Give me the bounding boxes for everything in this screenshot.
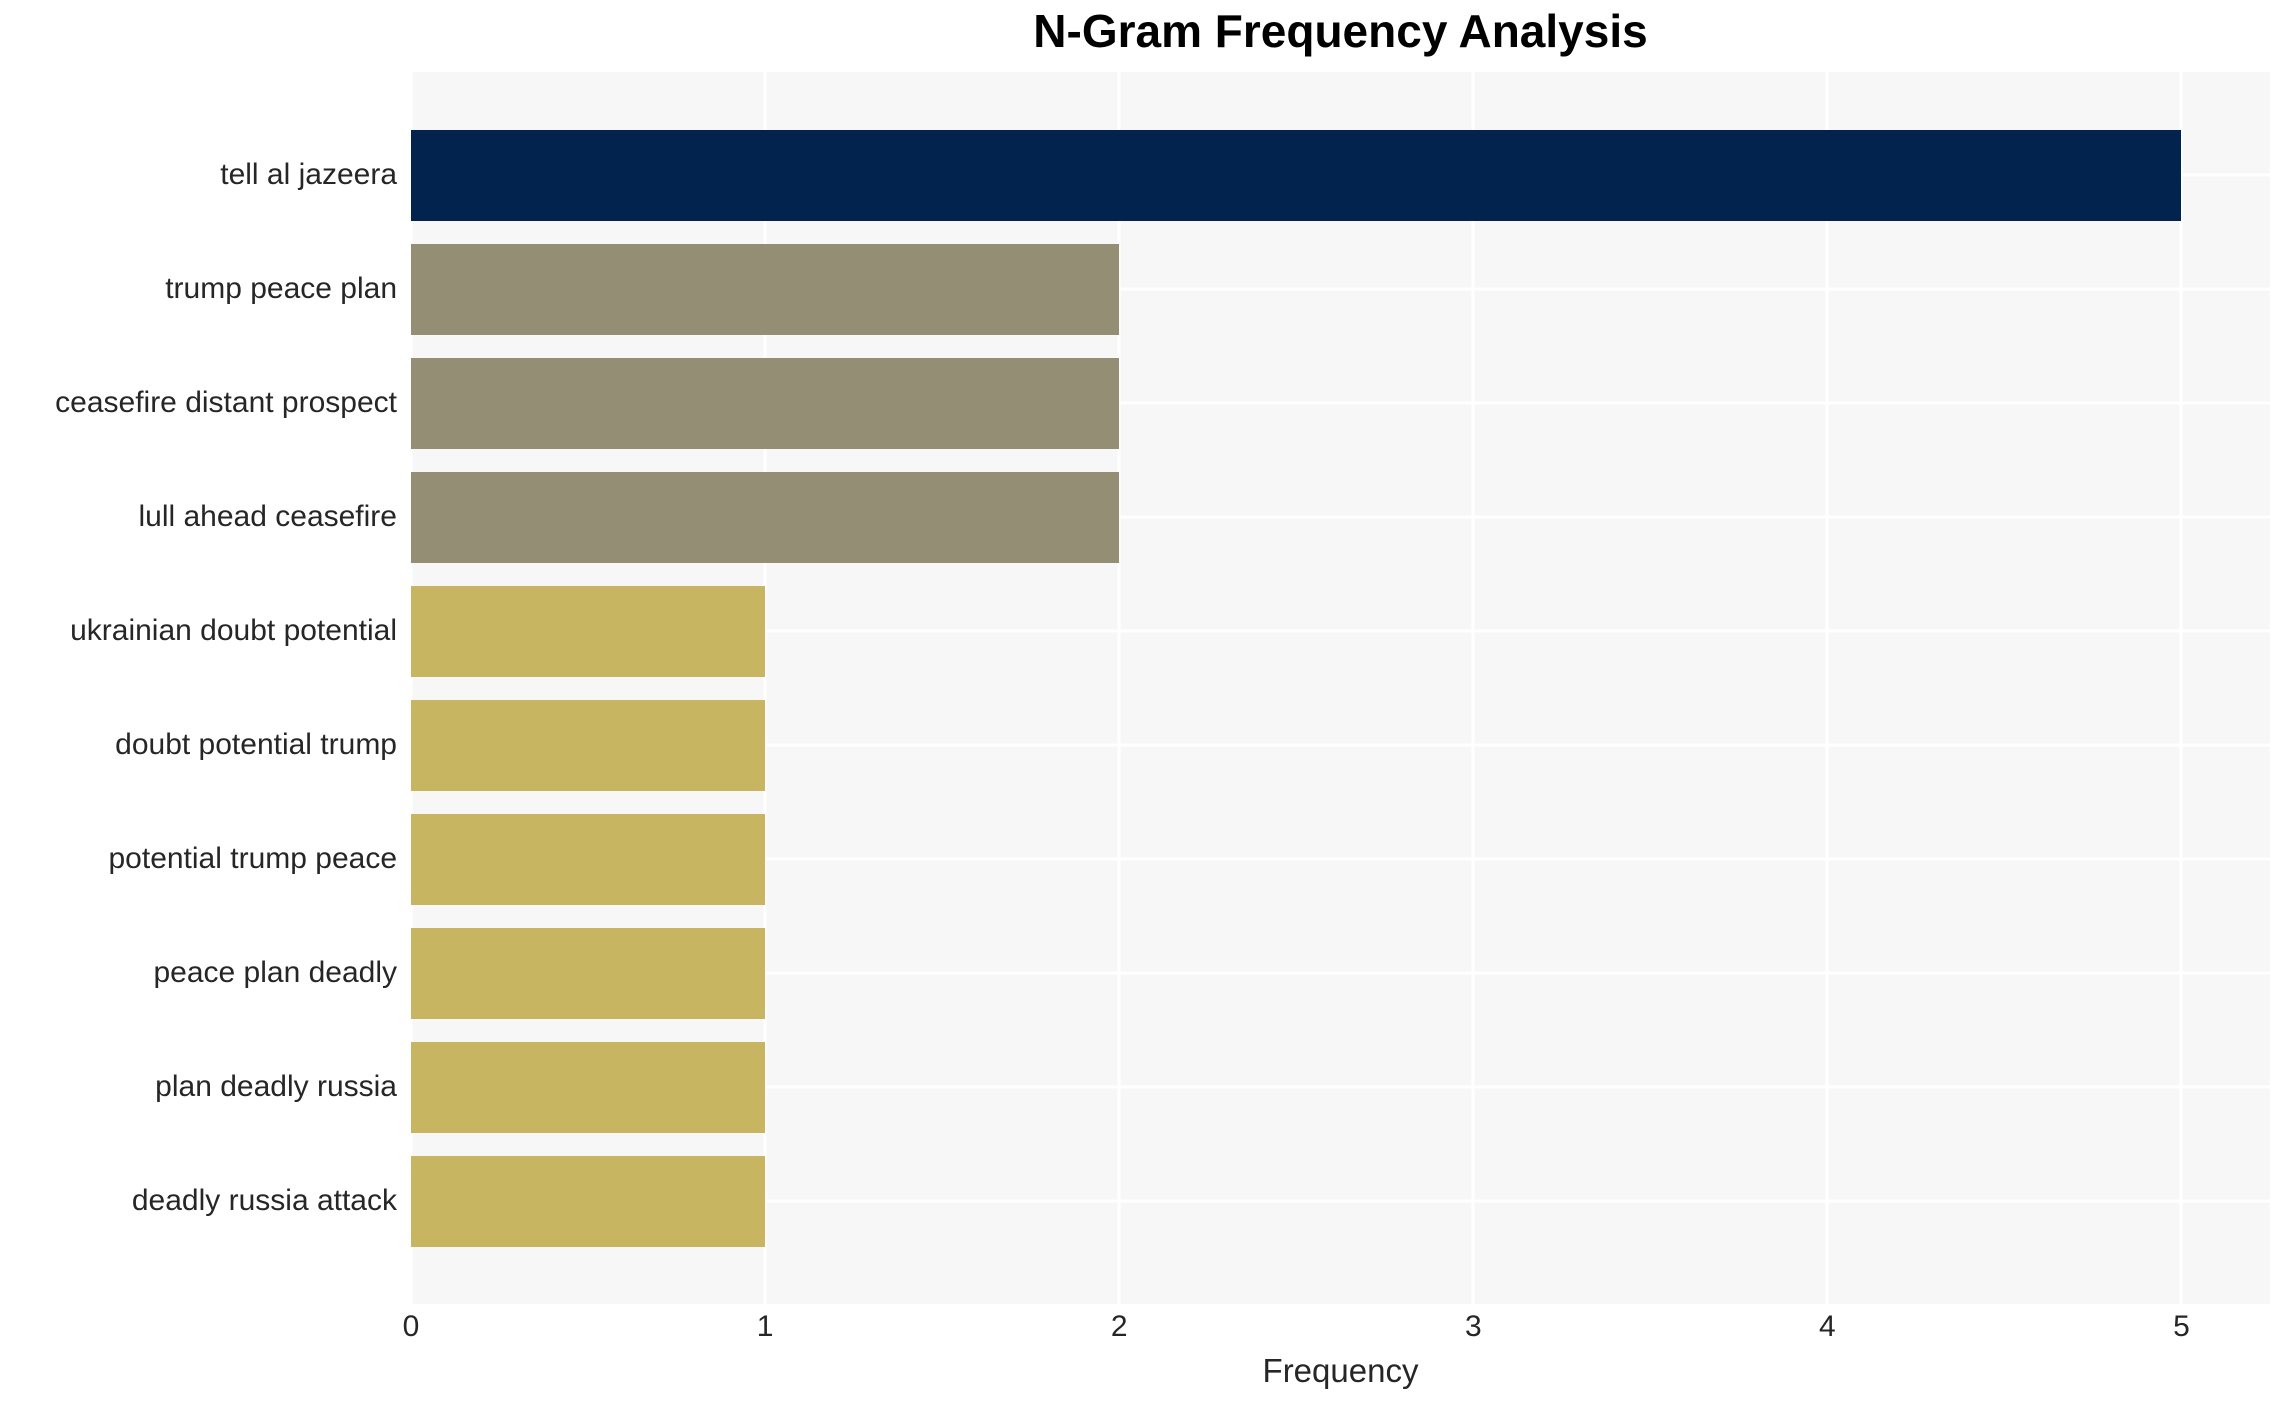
bar-track xyxy=(411,802,2270,916)
bar-rows: tell al jazeera trump peace plan ceasefire… xyxy=(0,72,2289,1304)
category-label: doubt potential trump xyxy=(115,728,397,761)
category-label: ceasefire distant prospect xyxy=(55,386,397,419)
category-label: ukrainian doubt potential xyxy=(70,614,397,647)
bar-lull-ahead-ceasefire xyxy=(411,471,1120,563)
bar-track xyxy=(411,346,2270,460)
category-label: deadly russia attack xyxy=(131,1184,397,1217)
bar-peace-plan-deadly xyxy=(411,927,766,1019)
vertical-gridline-3 xyxy=(1471,72,1475,1304)
bar-ceasefire-distant-prospect xyxy=(411,357,1120,449)
bar-row: tell al jazeera xyxy=(0,118,2289,232)
horizontal-gridline xyxy=(411,1199,2270,1203)
bar-plan-deadly-russia xyxy=(411,1041,766,1133)
vertical-gridline-1 xyxy=(763,72,767,1304)
bar-track xyxy=(411,460,2270,574)
bar-row: trump peace plan xyxy=(0,232,2289,346)
bar-ukrainian-doubt-potential xyxy=(411,585,766,677)
x-tick-label: 4 xyxy=(1819,1310,1836,1343)
category-label: lull ahead ceasefire xyxy=(138,500,397,533)
horizontal-gridline xyxy=(411,743,2270,747)
bar-track xyxy=(411,688,2270,802)
x-tick-label: 0 xyxy=(402,1310,420,1343)
horizontal-gridline xyxy=(411,1085,2270,1089)
x-tick-label: 2 xyxy=(1110,1310,1128,1343)
horizontal-gridline xyxy=(411,629,2270,633)
bar-row: ceasefire distant prospect xyxy=(0,346,2289,460)
bar-track xyxy=(411,118,2270,232)
bar-track xyxy=(411,1030,2270,1144)
x-axis-label: Frequency xyxy=(1262,1352,1419,1389)
bar-row: lull ahead ceasefire xyxy=(0,460,2289,574)
bar-deadly-russia-attack xyxy=(411,1155,766,1247)
bar-row: ukrainian doubt potential xyxy=(0,574,2289,688)
bar-trump-peace-plan xyxy=(411,243,1120,335)
horizontal-gridline xyxy=(411,971,2270,975)
category-label: potential trump peace xyxy=(108,842,397,875)
chart-title: N-Gram Frequency Analysis xyxy=(1033,5,1648,57)
vertical-gridline-4 xyxy=(1825,72,1829,1304)
horizontal-gridline xyxy=(411,401,2270,405)
bar-track xyxy=(411,916,2270,1030)
bar-track xyxy=(411,1144,2270,1258)
bar-row: potential trump peace xyxy=(0,802,2289,916)
bar-track xyxy=(411,574,2270,688)
category-label: tell al jazeera xyxy=(220,158,397,191)
vertical-gridline-5 xyxy=(2179,72,2183,1304)
category-label: trump peace plan xyxy=(165,272,397,305)
x-tick-label: 3 xyxy=(1464,1310,1482,1343)
bar-potential-trump-peace xyxy=(411,813,766,905)
bar-tell-al-jazeera xyxy=(411,129,2182,221)
horizontal-gridline xyxy=(411,857,2270,861)
horizontal-gridline xyxy=(411,515,2270,519)
x-axis-ticks: 0 1 2 3 4 5 xyxy=(0,1310,2289,1350)
bar-row: doubt potential trump xyxy=(0,688,2289,802)
vertical-gridline-0 xyxy=(409,72,413,1304)
bar-row: deadly russia attack xyxy=(0,1144,2289,1258)
bar-doubt-potential-trump xyxy=(411,699,766,791)
bar-track xyxy=(411,232,2270,346)
bar-row: peace plan deadly xyxy=(0,916,2289,1030)
x-tick-label: 1 xyxy=(756,1310,774,1343)
horizontal-gridline xyxy=(411,287,2270,291)
bar-row: plan deadly russia xyxy=(0,1030,2289,1144)
x-tick-label: 5 xyxy=(2173,1310,2190,1343)
category-label: plan deadly russia xyxy=(155,1070,397,1103)
vertical-gridline-2 xyxy=(1117,72,1121,1304)
category-label: peace plan deadly xyxy=(153,956,397,989)
